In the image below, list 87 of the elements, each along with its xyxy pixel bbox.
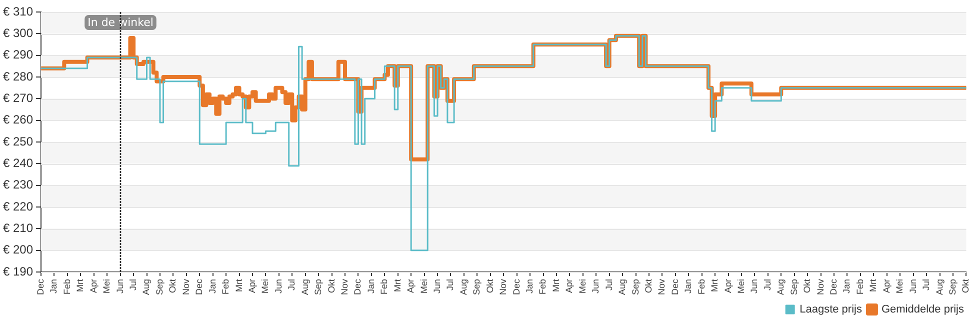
y-tick-label: € 250 — [3, 134, 34, 148]
x-tick-label: Jul — [604, 278, 614, 290]
x-tick-label: Sep — [154, 278, 164, 295]
x-tick-label: Apr — [246, 278, 257, 293]
x-tick-label: Aug — [300, 278, 310, 295]
x-tick-label: Jan — [48, 278, 59, 294]
x-tick-label: Aug — [458, 278, 468, 295]
x-tick-label: Feb — [538, 278, 548, 294]
x-tick-label: Jun — [908, 278, 918, 294]
x-tick-label: Dec — [670, 278, 680, 295]
x-tick-label: Sep — [313, 278, 324, 295]
y-tick-label: € 230 — [3, 178, 34, 192]
x-tick-label: Mei — [894, 278, 905, 294]
x-tick-label: Nov — [340, 278, 350, 295]
x-tick-label: Mei — [418, 278, 429, 294]
x-tick-label: Sep — [472, 278, 482, 295]
x-tick-label: Feb — [220, 278, 231, 294]
y-tick-label: € 290 — [3, 48, 34, 62]
x-tick-label: Dec — [352, 278, 363, 295]
x-tick-label: Apr — [564, 278, 574, 293]
x-tick-label: Okt — [960, 278, 971, 293]
x-tick-label: Jun — [114, 278, 125, 294]
x-tick-label: Okt — [168, 278, 178, 293]
x-tick-label: Apr — [722, 278, 733, 293]
x-tick-label: Aug — [617, 278, 628, 295]
x-tick-label: Aug — [776, 278, 786, 295]
x-tick-label: Feb — [62, 278, 72, 294]
x-tick-label: Jun — [432, 278, 442, 294]
x-tick-label: Feb — [379, 278, 390, 294]
y-tick-label: € 310 — [3, 4, 34, 18]
x-tick-label: Mei — [102, 278, 112, 294]
x-tick-label: Jan — [207, 278, 218, 294]
x-tick-label: Nov — [498, 278, 508, 295]
x-tick-label: Jul — [762, 278, 772, 290]
x-tick-label: Nov — [815, 278, 826, 295]
x-tick-label: Feb — [854, 278, 865, 294]
x-tick-label: Mrt — [392, 278, 402, 292]
x-tick-label: Jul — [921, 278, 932, 290]
x-tick-label: Jul — [445, 278, 456, 290]
x-tick-label: Apr — [406, 278, 416, 293]
ref-line-label: In de winkel — [88, 16, 154, 29]
x-tick-label: Mrt — [710, 278, 720, 292]
y-tick-label: € 220 — [3, 199, 34, 214]
x-tick-label: Mrt — [75, 278, 86, 292]
x-tick-label: Mei — [577, 278, 588, 294]
x-tick-label: Mrt — [550, 278, 561, 292]
x-tick-label: Jul — [128, 278, 138, 290]
y-tick-label: € 260 — [3, 112, 34, 127]
x-tick-label: Jan — [842, 278, 852, 294]
y-tick-label: € 270 — [3, 90, 34, 105]
y-tick-label: € 240 — [3, 156, 34, 170]
x-tick-label: Mei — [736, 278, 746, 294]
legend-label: Gemiddelde prijs — [881, 304, 964, 316]
y-tick-label: € 210 — [3, 220, 34, 235]
x-tick-label: Dec — [828, 278, 839, 295]
x-tick-label: Jan — [524, 278, 535, 294]
y-tick-label: € 300 — [3, 26, 34, 40]
x-tick-label: Apr — [88, 278, 98, 293]
x-tick-label: Okt — [484, 278, 495, 293]
x-tick-label: Okt — [326, 278, 336, 293]
x-tick-label: Dec — [511, 278, 522, 295]
x-tick-label: Jan — [683, 278, 694, 294]
x-tick-label: Jun — [749, 278, 760, 294]
x-tick-label: Aug — [934, 278, 944, 295]
x-tick-label: Apr — [881, 278, 892, 293]
x-tick-label: Mrt — [234, 278, 244, 292]
legend-label: Laagste prijs — [800, 304, 862, 316]
x-tick-label: Nov — [180, 278, 191, 295]
x-tick-label: Mrt — [868, 278, 878, 292]
x-tick-label: Mei — [260, 278, 270, 294]
x-tick-label: Dec — [194, 278, 204, 295]
x-tick-label: Jun — [590, 278, 601, 294]
x-tick-label: Nov — [656, 278, 667, 295]
x-tick-label: Okt — [643, 278, 654, 293]
x-tick-label: Feb — [696, 278, 706, 294]
x-tick-label: Sep — [788, 278, 799, 295]
y-tick-label: € 280 — [3, 69, 34, 84]
x-tick-label: Jun — [273, 278, 284, 294]
x-tick-label: Sep — [630, 278, 640, 295]
x-tick-label: Jan — [366, 278, 376, 294]
x-tick-label: Sep — [947, 278, 958, 295]
x-tick-label: Jul — [286, 278, 297, 290]
x-tick-label: Okt — [802, 278, 812, 293]
y-tick-label: € 200 — [3, 242, 34, 257]
y-tick-label: € 190 — [3, 264, 34, 278]
x-tick-label: Dec — [36, 278, 46, 295]
x-tick-label: Aug — [141, 278, 152, 295]
